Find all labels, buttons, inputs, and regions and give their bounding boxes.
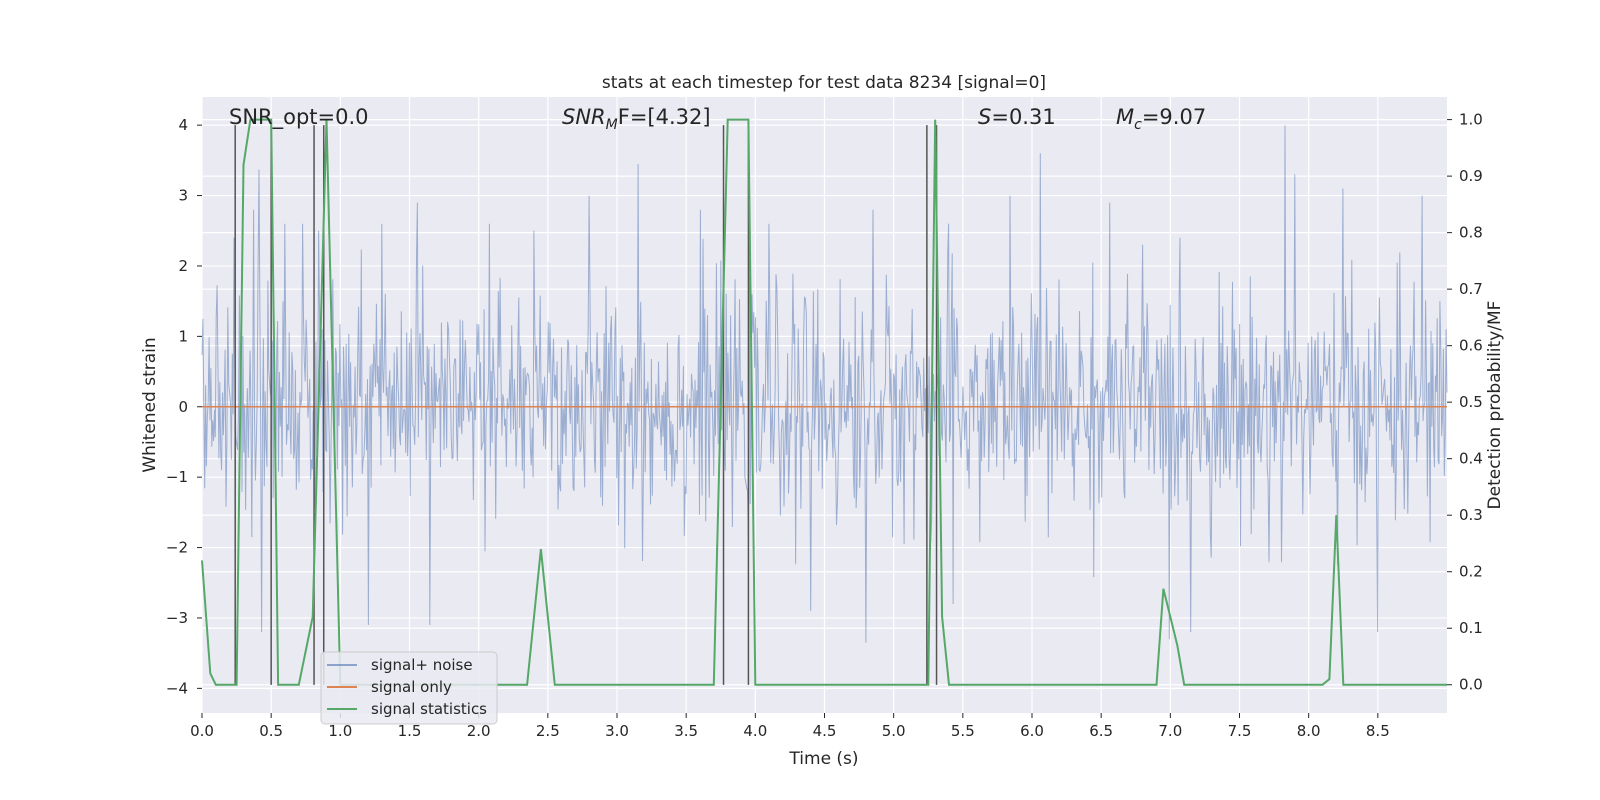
x-tick-label-15: 7.5 bbox=[1228, 722, 1252, 740]
x-tick-label-11: 5.5 bbox=[951, 722, 975, 740]
x-tick-label-9: 4.5 bbox=[813, 722, 837, 740]
legend-box bbox=[320, 651, 498, 725]
y-right-tick-label-1: 0.1 bbox=[1459, 619, 1483, 637]
y-left-tick-label-4: 0 bbox=[178, 398, 188, 416]
x-axis-ticks: 0.0 0.5 1.0 1.5 2.0 2.5 3.0 3.5 4.0 4.5 5.0 5.5 6.0 6… bbox=[190, 713, 1390, 740]
x-axis-label: Time (s) bbox=[788, 749, 858, 769]
y-right-tick-label-0: 0.0 bbox=[1459, 676, 1483, 694]
x-tick-label-12: 6.0 bbox=[1020, 722, 1044, 740]
x-tick-label-13: 6.5 bbox=[1089, 722, 1113, 740]
y-right-tick-label-6: 0.6 bbox=[1459, 337, 1483, 355]
y-right-tick-label-8: 0.8 bbox=[1459, 224, 1483, 242]
x-tick-label-7: 3.5 bbox=[674, 722, 698, 740]
chart-title: stats at each timestep for test data 823… bbox=[602, 73, 1046, 93]
x-tick-label-14: 7.0 bbox=[1158, 722, 1182, 740]
series-line-signal-statistics bbox=[201, 118, 1447, 686]
annotation-s: S=0.31 bbox=[978, 105, 1056, 129]
x-tick-label-10: 5.0 bbox=[882, 722, 906, 740]
annotation-mc: Mc=9.07 bbox=[1116, 105, 1206, 133]
y-axis-left-label: Whitened strain bbox=[140, 337, 160, 472]
x-tick-label-4: 2.0 bbox=[467, 722, 491, 740]
y-right-tick-label-3: 0.3 bbox=[1459, 506, 1483, 524]
y-right-tick-label-4: 0.4 bbox=[1459, 450, 1483, 468]
legend: signal+ noise signal only signal statist… bbox=[320, 651, 498, 725]
x-tick-label-2: 1.0 bbox=[328, 722, 352, 740]
x-tick-label-3: 1.5 bbox=[398, 722, 422, 740]
y-right-tick-label-7: 0.7 bbox=[1459, 280, 1483, 298]
signal-noise-series bbox=[201, 125, 1448, 643]
y-right-tick-label-2: 0.2 bbox=[1459, 563, 1483, 581]
annotation-snr-opt: SNR_opt=0.0 bbox=[229, 105, 369, 130]
x-tick-label-6: 3.0 bbox=[605, 722, 629, 740]
y-left-tick-label-0: −4 bbox=[166, 679, 188, 697]
legend-label-signal-noise: signal+ noise bbox=[371, 656, 473, 674]
x-tick-label-0: 0.0 bbox=[190, 722, 214, 740]
series-line-signal-noise bbox=[201, 125, 1448, 643]
y-axis-right-ticks: 0.0 0.1 0.2 0.3 0.4 0.5 0.6 0.7 0.8 0.9 1.0 bbox=[1447, 111, 1483, 694]
legend-label-signal-statistics: signal statistics bbox=[371, 700, 487, 718]
annotation-snr-mf: SNRMF=[4.32] bbox=[562, 105, 711, 133]
y-axis-left-ticks: −4 −3 −2 −1 0 1 2 3 4 bbox=[166, 116, 202, 697]
y-right-tick-label-9: 0.9 bbox=[1459, 167, 1483, 185]
y-left-tick-label-7: 3 bbox=[178, 187, 188, 205]
y-left-tick-label-1: −3 bbox=[166, 609, 188, 627]
y-left-tick-label-2: −2 bbox=[166, 539, 188, 557]
legend-label-signal-only: signal only bbox=[371, 678, 452, 696]
y-right-tick-label-5: 0.5 bbox=[1459, 393, 1483, 411]
y-axis-right-label: Detection probability/MF bbox=[1485, 301, 1505, 510]
x-tick-label-1: 0.5 bbox=[259, 722, 283, 740]
x-tick-label-16: 8.0 bbox=[1297, 722, 1321, 740]
signal-statistics-series bbox=[201, 118, 1447, 686]
y-left-tick-label-6: 2 bbox=[178, 257, 188, 275]
y-left-tick-label-8: 4 bbox=[178, 116, 188, 134]
y-left-tick-label-5: 1 bbox=[178, 327, 188, 345]
y-left-tick-label-3: −1 bbox=[166, 468, 188, 486]
x-tick-label-17: 8.5 bbox=[1366, 722, 1390, 740]
x-tick-label-8: 4.0 bbox=[743, 722, 767, 740]
y-right-tick-label-10: 1.0 bbox=[1459, 111, 1483, 129]
x-tick-label-5: 2.5 bbox=[536, 722, 560, 740]
